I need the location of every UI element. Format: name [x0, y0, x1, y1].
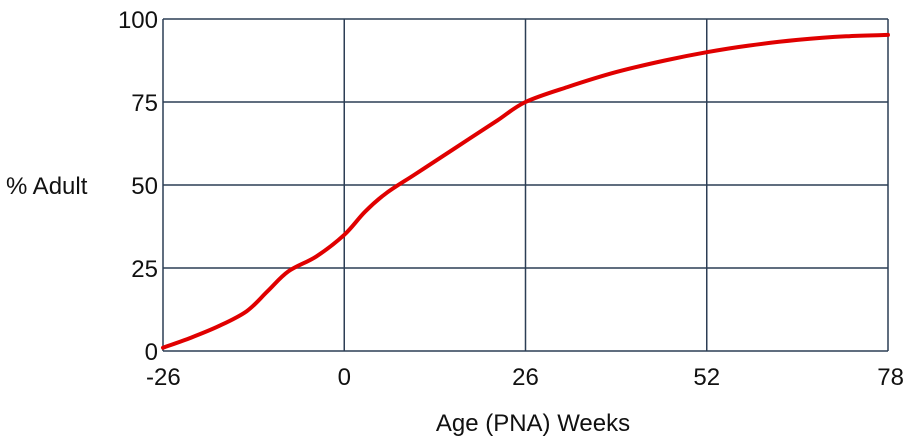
y-tick-label: 0: [145, 339, 158, 366]
x-tick-label: 52: [693, 364, 720, 391]
y-tick-label: 100: [118, 7, 158, 34]
series-layer: [161, 32, 890, 350]
x-tick-label: 26: [512, 364, 539, 391]
y-tick-label: 75: [131, 90, 158, 117]
grid-lines: [162, 18, 889, 352]
y-tick-label: 25: [131, 256, 158, 283]
y-axis-label: % Adult: [6, 173, 88, 200]
x-tick-label: 78: [877, 364, 904, 391]
x-tick-label: -26: [146, 364, 181, 391]
x-tick-label: 0: [338, 364, 351, 391]
y-tick-labels: 0 25 50 75 100: [118, 7, 158, 366]
y-tick-label: 50: [131, 173, 158, 200]
x-tick-labels: -26 0 26 52 78: [146, 364, 904, 391]
series-line: [161, 32, 890, 350]
x-axis-label: Age (PNA) Weeks: [436, 410, 630, 437]
